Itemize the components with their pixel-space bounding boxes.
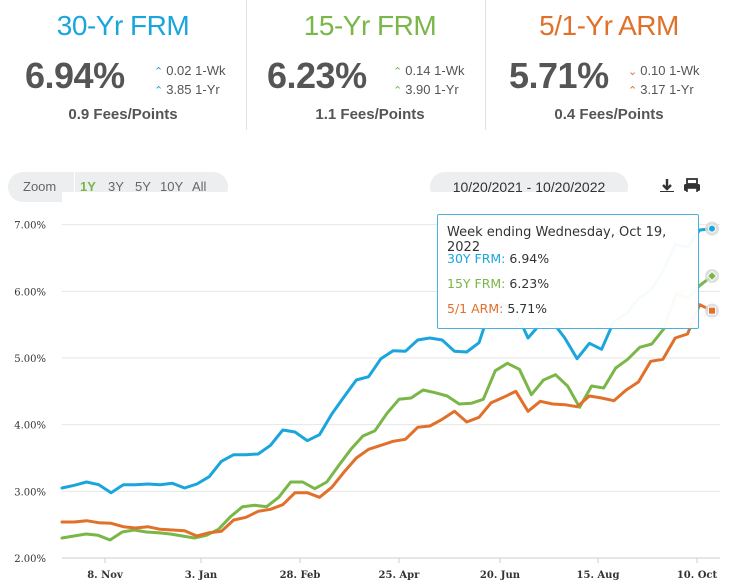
zoom-label: Zoom — [23, 179, 57, 194]
last-point-marker[interactable] — [706, 270, 718, 282]
zoom-10y-button[interactable]: 10Y — [160, 179, 184, 194]
x-tick-label: 25. Apr — [379, 570, 421, 581]
y-tick-label: 7.00% — [14, 221, 46, 232]
summary-rate: 5.71% — [509, 55, 609, 96]
summary-rate: 6.23% — [267, 55, 367, 96]
tooltip-row-arm: 5/1 ARM: 5.71% — [447, 301, 547, 316]
summary-title: 30-Yr FRM — [56, 10, 190, 41]
tooltip-label: 30Y FRM: — [447, 251, 506, 266]
series-line-15y-frm — [60, 274, 714, 542]
zoom-all-button[interactable]: All — [192, 179, 207, 194]
week-change: 0.10 1-Wk — [640, 63, 700, 78]
caret-up-icon: ⌃ — [393, 85, 403, 97]
summary-fees: 0.9 Fees/Points — [68, 106, 178, 123]
tooltip-value: 5.71% — [507, 301, 548, 316]
x-tick-label: 3. Jan — [185, 570, 218, 581]
tooltip-value: 6.23% — [509, 276, 550, 291]
caret-down-icon: ⌄ — [628, 66, 638, 78]
zoom-5y-button[interactable]: 5Y — [135, 179, 151, 194]
summary-title: 5/1-Yr ARM — [539, 10, 679, 41]
y-tick-label: 2.00% — [14, 554, 46, 565]
summary-fees: 1.1 Fees/Points — [315, 106, 425, 123]
x-tick-label: 8. Nov — [87, 570, 124, 581]
last-point-marker[interactable] — [708, 224, 716, 233]
x-axis-labels: 8. Nov 3. Jan 28. Feb 25. Apr 20. Jun 15. Aug… — [62, 557, 720, 581]
summary-15yr: 15-Yr FRM 6.23% ⌃ 0.14 1-Wk ⌃ 3.90 1-Yr 1.… — [246, 0, 493, 130]
summary-changes: ⌃ 0.14 1-Wk ⌃ 3.90 1-Yr — [393, 62, 464, 100]
year-change: 3.17 1-Yr — [640, 82, 694, 97]
summary-arm: 5/1-Yr ARM 5.71% ⌄ 0.10 1-Wk ⌃ 3.17 1-Yr 0… — [485, 0, 732, 130]
y-tick-label: 3.00% — [14, 487, 46, 498]
y-tick-label: 5.00% — [14, 354, 46, 365]
caret-up-icon: ⌃ — [154, 85, 164, 97]
week-change: 0.14 1-Wk — [405, 63, 465, 78]
tooltip-row-15y: 15Y FRM: 6.23% — [447, 276, 549, 291]
summary-changes: ⌃ 0.02 1-Wk ⌃ 3.85 1-Yr — [154, 62, 225, 100]
x-tick-label: 20. Jun — [480, 570, 521, 581]
summary-fees: 0.4 Fees/Points — [554, 106, 664, 123]
tooltip-header: Week ending Wednesday, Oct 19, 2022 — [447, 225, 667, 255]
y-tick-label: 4.00% — [14, 421, 46, 432]
y-axis-labels: 2.00% 3.00% 4.00% 5.00% 6.00% 7.00% — [14, 221, 46, 565]
week-change: 0.02 1-Wk — [166, 63, 226, 78]
caret-up-icon: ⌃ — [393, 66, 403, 78]
summary-title: 15-Yr FRM — [303, 10, 437, 41]
summary-30yr: 30-Yr FRM 6.94% ⌃ 0.02 1-Wk ⌃ 3.85 1-Yr 0.… — [0, 0, 246, 130]
series-lines — [60, 227, 714, 542]
zoom-3y-button[interactable]: 3Y — [108, 179, 124, 194]
x-tick-label: 28. Feb — [280, 570, 321, 581]
summary-rate: 6.94% — [25, 55, 125, 96]
tooltip-row-30y: 30Y FRM: 6.94% — [447, 251, 549, 266]
tooltip-label: 5/1 ARM: — [447, 301, 504, 316]
series-markers[interactable] — [705, 221, 719, 318]
series-line-30y-frm — [60, 227, 714, 495]
caret-up-icon: ⌃ — [628, 85, 638, 97]
caret-up-icon: ⌃ — [154, 66, 164, 78]
chart-tooltip: Week ending Wednesday, Oct 19, 2022 30Y … — [437, 214, 699, 329]
summary-changes: ⌄ 0.10 1-Wk ⌃ 3.17 1-Yr — [628, 62, 699, 100]
year-change: 3.85 1-Yr — [166, 82, 220, 97]
year-change: 3.90 1-Yr — [405, 82, 459, 97]
x-tick-label: 15. Aug — [577, 570, 620, 581]
tooltip-label: 15Y FRM: — [447, 276, 506, 291]
last-point-marker[interactable] — [708, 306, 716, 315]
series-line-5-1-arm — [60, 303, 714, 538]
zoom-1y-button[interactable]: 1Y — [80, 179, 96, 194]
y-tick-label: 6.00% — [14, 287, 46, 298]
zoom-divider — [74, 172, 75, 202]
tooltip-value: 6.94% — [509, 251, 550, 266]
x-tick-label: 10. Oct — [677, 570, 718, 581]
